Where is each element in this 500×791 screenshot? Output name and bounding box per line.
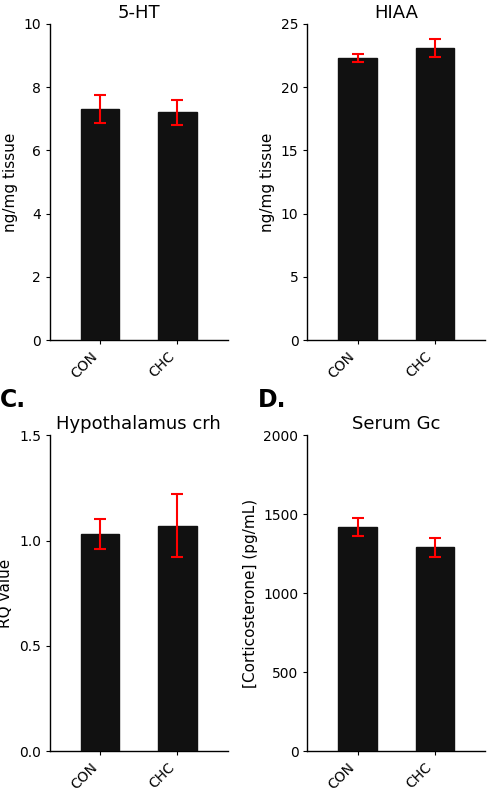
Title: Hypothalamus crh: Hypothalamus crh (56, 415, 221, 433)
Bar (416, 47, 454, 340)
Bar (338, 58, 377, 340)
Y-axis label: [Corticosterone] (pg/mL): [Corticosterone] (pg/mL) (242, 498, 258, 688)
Y-axis label: ng/mg tissue: ng/mg tissue (260, 132, 275, 232)
Y-axis label: ng/mg tissue: ng/mg tissue (3, 132, 18, 232)
Bar (416, 547, 454, 751)
Bar (338, 527, 377, 751)
Bar (158, 112, 196, 340)
Title: 5-HT: 5-HT (118, 4, 160, 22)
Bar (81, 534, 120, 751)
Text: D.: D. (258, 388, 286, 411)
Title: HIAA: HIAA (374, 4, 418, 22)
Y-axis label: RQ value: RQ value (0, 558, 14, 628)
Text: C.: C. (0, 388, 26, 411)
Bar (158, 526, 196, 751)
Title: Serum Gc: Serum Gc (352, 415, 440, 433)
Bar (81, 109, 120, 340)
